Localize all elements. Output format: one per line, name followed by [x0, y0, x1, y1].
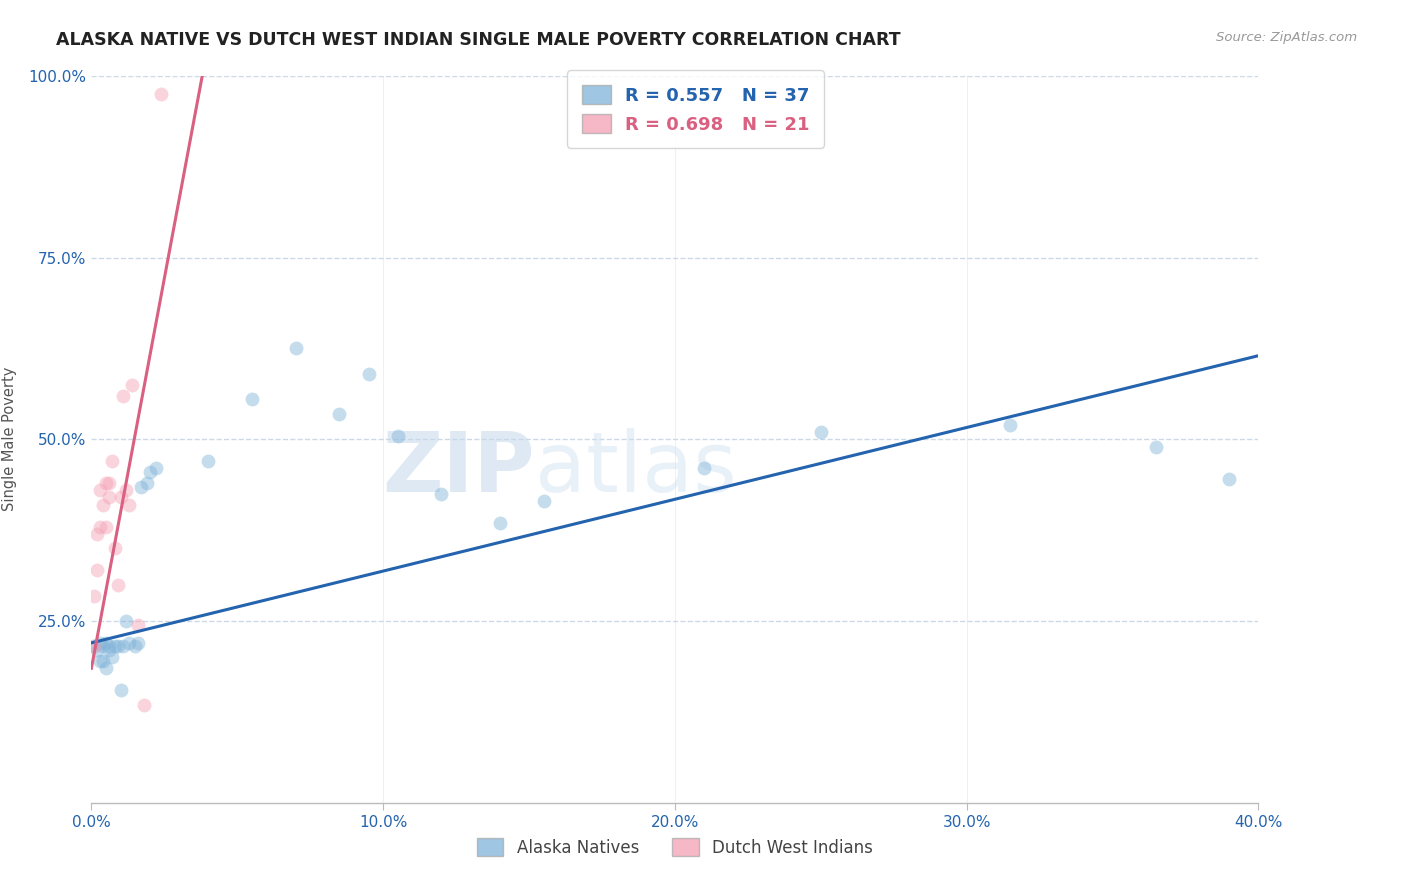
Point	[115, 483, 138, 498]
Legend: Alaska Natives, Dutch West Indians: Alaska Natives, Dutch West Indians	[470, 831, 880, 863]
Point	[94, 661, 117, 675]
Point	[489, 516, 512, 530]
Point	[693, 461, 716, 475]
Point	[135, 475, 157, 490]
Point	[533, 494, 555, 508]
Text: Source: ZipAtlas.com: Source: ZipAtlas.com	[1216, 31, 1357, 45]
Point	[91, 654, 114, 668]
Point	[328, 407, 350, 421]
Point	[97, 640, 120, 654]
Point	[89, 519, 111, 533]
Point	[91, 498, 114, 512]
Point	[86, 526, 108, 541]
Point	[1000, 417, 1022, 432]
Point	[97, 475, 120, 490]
Point	[83, 640, 105, 654]
Point	[83, 640, 105, 654]
Text: ALASKA NATIVE VS DUTCH WEST INDIAN SINGLE MALE POVERTY CORRELATION CHART: ALASKA NATIVE VS DUTCH WEST INDIAN SINGL…	[56, 31, 901, 49]
Point	[150, 87, 173, 101]
Point	[94, 519, 117, 533]
Point	[121, 377, 143, 392]
Point	[104, 640, 127, 654]
Point	[124, 640, 146, 654]
Point	[83, 589, 105, 603]
Point	[97, 643, 120, 657]
Point	[145, 461, 167, 475]
Point	[86, 643, 108, 657]
Point	[86, 563, 108, 577]
Point	[89, 636, 111, 650]
Point	[132, 698, 155, 712]
Point	[430, 487, 453, 501]
Point	[118, 498, 141, 512]
Point	[91, 640, 114, 654]
Point	[357, 367, 380, 381]
Point	[107, 578, 129, 592]
Point	[101, 650, 124, 665]
Y-axis label: Single Male Poverty: Single Male Poverty	[3, 368, 17, 511]
Point	[89, 654, 111, 668]
Point	[387, 428, 409, 442]
Point	[94, 636, 117, 650]
Point	[110, 491, 132, 505]
Point	[107, 640, 129, 654]
Point	[284, 342, 307, 356]
Point	[112, 640, 135, 654]
Point	[1218, 472, 1240, 486]
Point	[118, 636, 141, 650]
Point	[240, 392, 263, 407]
Point	[127, 617, 149, 632]
Point	[1144, 440, 1167, 454]
Point	[115, 614, 138, 628]
Point	[104, 541, 127, 556]
Point	[110, 683, 132, 698]
Point	[810, 425, 832, 439]
Point	[112, 389, 135, 403]
Point	[197, 454, 219, 468]
Text: atlas: atlas	[534, 428, 737, 509]
Point	[97, 491, 120, 505]
Point	[127, 636, 149, 650]
Point	[101, 454, 124, 468]
Text: ZIP: ZIP	[382, 428, 534, 509]
Point	[129, 479, 152, 493]
Point	[89, 483, 111, 498]
Point	[138, 465, 162, 479]
Point	[94, 475, 117, 490]
